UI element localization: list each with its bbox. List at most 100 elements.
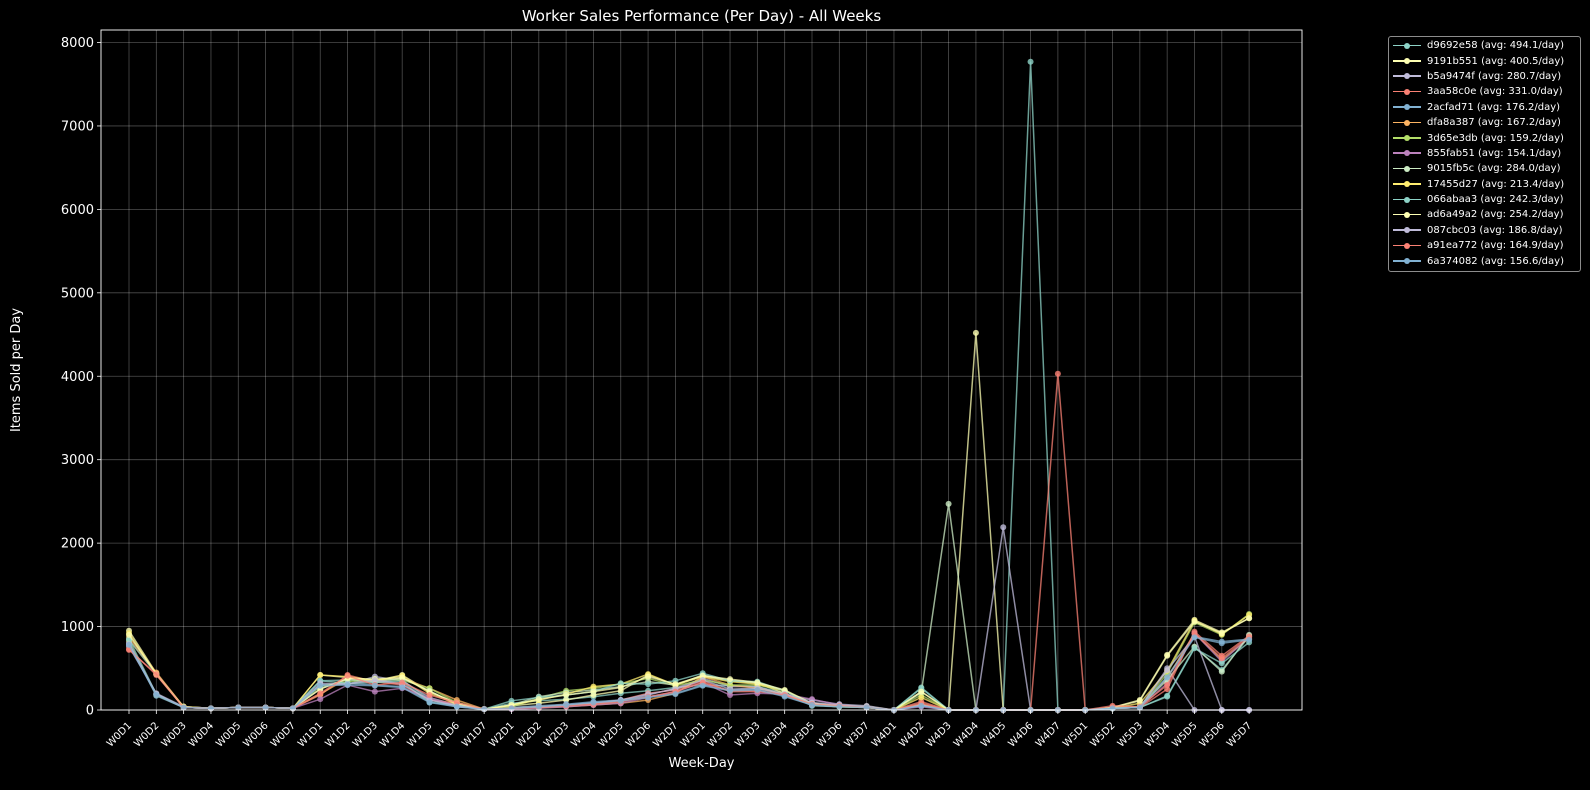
data-point — [590, 683, 597, 690]
data-point — [1136, 697, 1143, 704]
data-point — [180, 704, 187, 711]
legend-label: 066abaa3 (avg: 242.3/day) — [1427, 194, 1564, 206]
data-point — [1191, 618, 1198, 625]
legend-label: 3aa58c0e (avg: 331.0/day) — [1427, 86, 1563, 98]
legend-item: 6a374082 (avg: 156.6/day) — [1389, 253, 1580, 268]
data-point — [535, 703, 542, 710]
x-tick-label: W5D5 — [1170, 720, 1199, 749]
legend-item: 2acfad71 (avg: 176.2/day) — [1389, 100, 1580, 115]
data-point — [1218, 640, 1225, 647]
legend-label: dfa8a387 (avg: 167.2/day) — [1427, 117, 1561, 129]
x-tick-label: W1D2 — [323, 720, 352, 749]
y-tick-label: 6000 — [61, 203, 94, 218]
x-tick-label: W4D4 — [952, 720, 981, 749]
data-point — [1218, 655, 1225, 662]
x-tick-label: W3D7 — [843, 720, 872, 749]
data-point — [617, 697, 624, 704]
x-tick-label: W4D6 — [1006, 720, 1035, 749]
x-tick-label: W2D6 — [624, 720, 653, 749]
data-point — [1164, 693, 1171, 700]
series — [126, 370, 1253, 713]
legend: d9692e58 (avg: 494.1/day) 9191b551 (avg: … — [1388, 36, 1581, 272]
series-line — [128, 631, 1250, 711]
legend-swatch — [1393, 256, 1421, 266]
legend-item: dfa8a387 (avg: 167.2/day) — [1389, 115, 1580, 130]
data-point — [126, 631, 132, 638]
data-point — [754, 679, 761, 686]
x-tick-label: W3D4 — [761, 720, 790, 749]
data-point — [563, 691, 570, 698]
x-tick-label: W5D2 — [1088, 720, 1117, 749]
x-tick-label: W1D6 — [433, 720, 462, 749]
data-point — [344, 672, 351, 679]
legend-label: 9191b551 (avg: 400.5/day) — [1427, 55, 1565, 67]
data-point — [617, 684, 624, 691]
series-line — [128, 631, 1250, 711]
data-point — [590, 699, 597, 706]
legend-label: 6a374082 (avg: 156.6/day) — [1427, 255, 1564, 267]
legend-swatch — [1393, 241, 1421, 251]
chart-title: Worker Sales Performance (Per Day) - All… — [522, 7, 882, 25]
x-axis-label: Week-Day — [669, 756, 735, 771]
x-tick-label: W1D4 — [378, 720, 407, 749]
data-point — [1000, 524, 1007, 531]
x-tick-label: W1D5 — [405, 720, 434, 749]
legend-swatch — [1393, 87, 1421, 97]
plot-area — [100, 29, 1303, 711]
y-tick-label: 1000 — [61, 620, 94, 635]
x-tick-label: W3D2 — [706, 720, 735, 749]
data-point — [399, 684, 406, 691]
x-tick-label: W0D4 — [187, 720, 216, 749]
legend-swatch — [1393, 164, 1421, 174]
data-point — [1191, 630, 1198, 637]
series-line — [128, 638, 1250, 711]
y-tick-label: 4000 — [61, 370, 94, 385]
x-tick-label: W0D5 — [214, 720, 243, 749]
data-point — [453, 703, 460, 710]
data-point — [918, 702, 925, 709]
legend-swatch — [1393, 118, 1421, 128]
data-point — [317, 671, 324, 678]
data-point — [1246, 615, 1253, 622]
grid-lines — [101, 30, 1302, 711]
data-point — [1164, 674, 1171, 681]
x-tick-label: W0D1 — [105, 720, 134, 749]
x-tick-label: W5D1 — [1061, 720, 1090, 749]
legend-item: 3d65e3db (avg: 159.2/day) — [1389, 130, 1580, 145]
series-line — [128, 632, 1250, 711]
series-line — [128, 503, 1250, 711]
x-tick-label: W2D5 — [597, 720, 626, 749]
data-point — [918, 694, 925, 701]
data-point — [727, 691, 734, 698]
y-tick-label: 5000 — [61, 286, 94, 301]
legend-swatch — [1393, 71, 1421, 81]
x-tick-label: W4D5 — [979, 720, 1008, 749]
data-point — [809, 701, 815, 708]
data-point — [727, 676, 734, 683]
legend-item: 17455d27 (avg: 213.4/day) — [1389, 177, 1580, 192]
legend-item: b5a9474f (avg: 280.7/day) — [1389, 69, 1580, 84]
legend-swatch — [1393, 133, 1421, 143]
legend-swatch — [1393, 56, 1421, 66]
legend-item: 9191b551 (avg: 400.5/day) — [1389, 53, 1580, 68]
series — [126, 633, 1253, 713]
legend-label: b5a9474f (avg: 280.7/day) — [1427, 70, 1562, 82]
data-point — [1027, 58, 1034, 65]
legend-label: 3d65e3db (avg: 159.2/day) — [1427, 132, 1564, 144]
legend-swatch — [1393, 210, 1421, 220]
x-tick-label: W2D4 — [569, 720, 598, 749]
data-point — [262, 704, 269, 711]
series-lines — [126, 58, 1253, 713]
series — [126, 58, 1253, 713]
data-point — [645, 673, 652, 680]
legend-label: 2acfad71 (avg: 176.2/day) — [1427, 101, 1561, 113]
x-tick-label: W3D5 — [788, 720, 817, 749]
data-point — [1191, 645, 1198, 652]
x-tick-label: W5D3 — [1116, 720, 1145, 749]
data-point — [1054, 370, 1061, 377]
data-point — [481, 706, 488, 713]
data-point — [563, 701, 570, 708]
data-point — [945, 500, 952, 507]
series-line — [128, 373, 1250, 711]
data-point — [672, 691, 679, 698]
